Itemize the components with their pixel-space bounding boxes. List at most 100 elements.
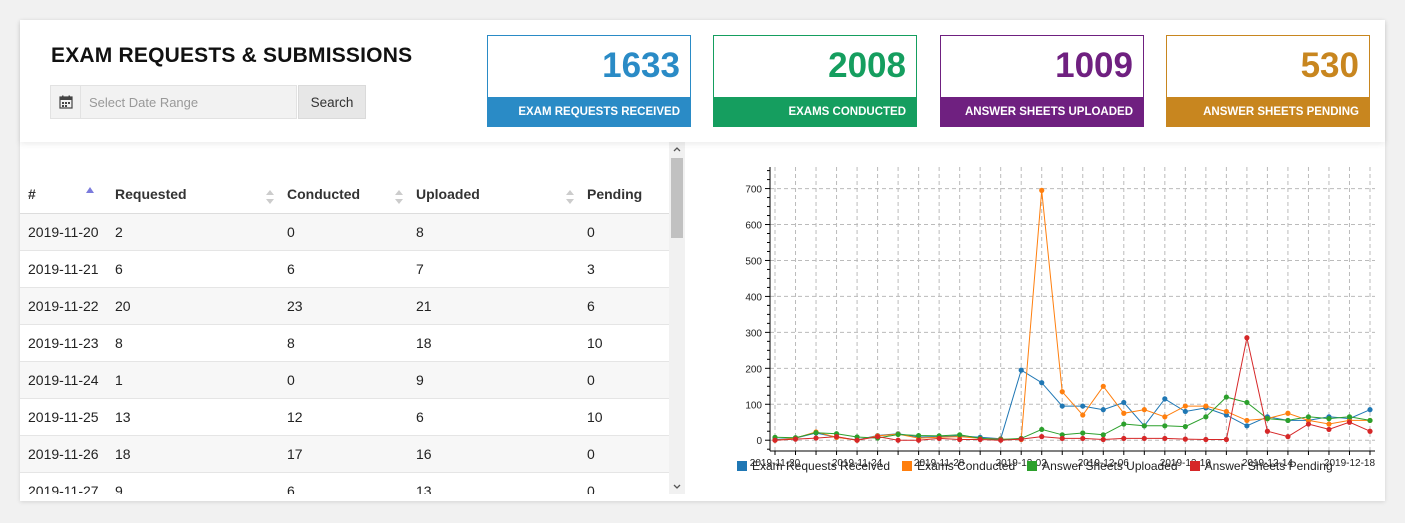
data-point bbox=[1162, 414, 1168, 420]
stat-value: 1009 bbox=[1055, 46, 1133, 85]
data-point bbox=[833, 434, 840, 440]
legend-swatch bbox=[737, 461, 747, 471]
table-cell: 0 bbox=[579, 213, 669, 251]
scroll-down-icon[interactable] bbox=[669, 480, 685, 494]
data-point bbox=[916, 432, 922, 439]
table-cell: 2019-11-25 bbox=[20, 398, 107, 436]
table-row[interactable]: 2019-11-24 1 0 9 0 bbox=[20, 361, 669, 399]
date-range-input[interactable] bbox=[81, 86, 291, 118]
y-tick-label: 300 bbox=[745, 328, 762, 339]
stat-label: EXAMS CONDUCTED bbox=[714, 97, 916, 126]
data-point bbox=[1346, 414, 1353, 420]
data-point bbox=[1080, 435, 1086, 442]
y-tick-label: 500 bbox=[745, 256, 762, 267]
legend-item[interactable]: Exams Conducted bbox=[902, 458, 1015, 474]
table-cell: 9 bbox=[408, 361, 579, 399]
data-point bbox=[895, 431, 901, 438]
calendar-icon[interactable] bbox=[51, 86, 81, 118]
table-cell: 6 bbox=[408, 398, 579, 436]
table-row[interactable]: 2019-11-23 8 8 18 10 bbox=[20, 324, 669, 362]
table-cell: 10 bbox=[579, 324, 669, 362]
stat-value: 2008 bbox=[828, 46, 906, 85]
series-line bbox=[774, 337, 1371, 441]
table-cell: 8 bbox=[279, 324, 408, 362]
series-line bbox=[774, 369, 1371, 441]
data-point bbox=[1367, 407, 1373, 413]
date-range-picker[interactable] bbox=[50, 85, 297, 119]
data-point bbox=[1326, 426, 1332, 433]
y-tick-label: 400 bbox=[745, 292, 762, 303]
data-point bbox=[1162, 396, 1168, 402]
table-cell: 2019-11-22 bbox=[20, 287, 107, 325]
table-row[interactable]: 2019-11-22 20 23 21 6 bbox=[20, 287, 669, 325]
data-point bbox=[772, 437, 778, 443]
table-cell: 18 bbox=[408, 324, 579, 362]
stat-value: 530 bbox=[1300, 46, 1359, 85]
data-point bbox=[1141, 407, 1147, 413]
table-row[interactable]: 2019-11-25 13 12 6 10 bbox=[20, 398, 669, 436]
data-point bbox=[1305, 421, 1312, 427]
table-cell: 0 bbox=[579, 435, 669, 473]
data-point bbox=[1244, 423, 1250, 429]
sort-icon bbox=[566, 190, 574, 204]
legend-item[interactable]: Exam Requests Received bbox=[737, 458, 890, 474]
data-point bbox=[1100, 383, 1106, 389]
stat-card-requests: 1633 EXAM REQUESTS RECEIVED bbox=[487, 35, 691, 127]
table-cell: 6 bbox=[279, 250, 408, 288]
data-point bbox=[874, 434, 881, 440]
data-point bbox=[1367, 417, 1373, 424]
x-tick-label: 2019-11-28 bbox=[914, 458, 965, 469]
table-cell: 3 bbox=[579, 250, 669, 288]
table-cell: 2019-11-24 bbox=[20, 361, 107, 399]
data-point bbox=[1059, 432, 1065, 438]
column-header-pending[interactable]: Pending bbox=[579, 142, 669, 214]
table-cell: 2019-11-20 bbox=[20, 213, 107, 251]
legend-item[interactable]: Answer Sheets Uploaded bbox=[1027, 458, 1178, 474]
table-cell: 18 bbox=[107, 435, 279, 473]
series-line bbox=[774, 396, 1371, 441]
column-header-requested[interactable]: Requested bbox=[107, 142, 279, 214]
table-row[interactable]: 2019-11-21 6 6 7 3 bbox=[20, 250, 669, 288]
table-scrollbar[interactable] bbox=[669, 142, 685, 494]
data-point bbox=[1080, 412, 1086, 418]
data-point bbox=[1346, 419, 1353, 425]
data-point bbox=[1182, 403, 1188, 409]
x-tick-label: 2019-11-24 bbox=[832, 458, 883, 469]
table-row[interactable]: 2019-11-20 2 0 8 0 bbox=[20, 213, 669, 251]
data-point bbox=[957, 436, 963, 443]
scrollbar-thumb[interactable] bbox=[671, 158, 683, 238]
data-point bbox=[1039, 426, 1045, 433]
data-point bbox=[1244, 335, 1250, 341]
x-tick-label: 2019-12-14 bbox=[1242, 458, 1294, 469]
data-point bbox=[1203, 436, 1209, 443]
column-header-conducted[interactable]: Conducted bbox=[279, 142, 408, 214]
data-point bbox=[1059, 435, 1065, 442]
table-cell: 0 bbox=[579, 361, 669, 399]
data-point bbox=[1264, 416, 1271, 422]
data-table-container[interactable]: # Requested Conducted bbox=[20, 142, 685, 494]
table-cell: 21 bbox=[408, 287, 579, 325]
table-cell: 16 bbox=[408, 435, 579, 473]
table-cell: 10 bbox=[579, 398, 669, 436]
data-point bbox=[1223, 408, 1229, 415]
data-point bbox=[1162, 435, 1168, 442]
x-tick-label: 2019-11-20 bbox=[750, 458, 801, 469]
legend-item[interactable]: Answer Sheets Pending bbox=[1189, 458, 1333, 474]
data-point bbox=[1264, 428, 1271, 434]
data-point bbox=[1305, 414, 1312, 420]
scroll-up-icon[interactable] bbox=[669, 142, 685, 156]
search-button[interactable]: Search bbox=[298, 85, 366, 119]
legend-label: Answer Sheets Uploaded bbox=[1042, 459, 1178, 473]
table-cell: 2019-11-21 bbox=[20, 250, 107, 288]
table-cell: 2019-11-26 bbox=[20, 435, 107, 473]
table-row[interactable]: 2019-11-26 18 17 16 0 bbox=[20, 435, 669, 473]
x-tick-label: 2019-12-10 bbox=[1160, 458, 1212, 469]
data-point bbox=[1141, 423, 1147, 429]
data-point bbox=[1141, 435, 1147, 442]
data-point bbox=[854, 437, 860, 443]
y-tick-label: 0 bbox=[756, 436, 762, 447]
column-header-date[interactable]: # bbox=[20, 142, 107, 214]
table-row[interactable]: 2019-11-27 9 6 13 0 bbox=[20, 472, 669, 494]
x-tick-label: 2019-12-18 bbox=[1324, 458, 1376, 469]
column-header-uploaded[interactable]: Uploaded bbox=[408, 142, 579, 214]
